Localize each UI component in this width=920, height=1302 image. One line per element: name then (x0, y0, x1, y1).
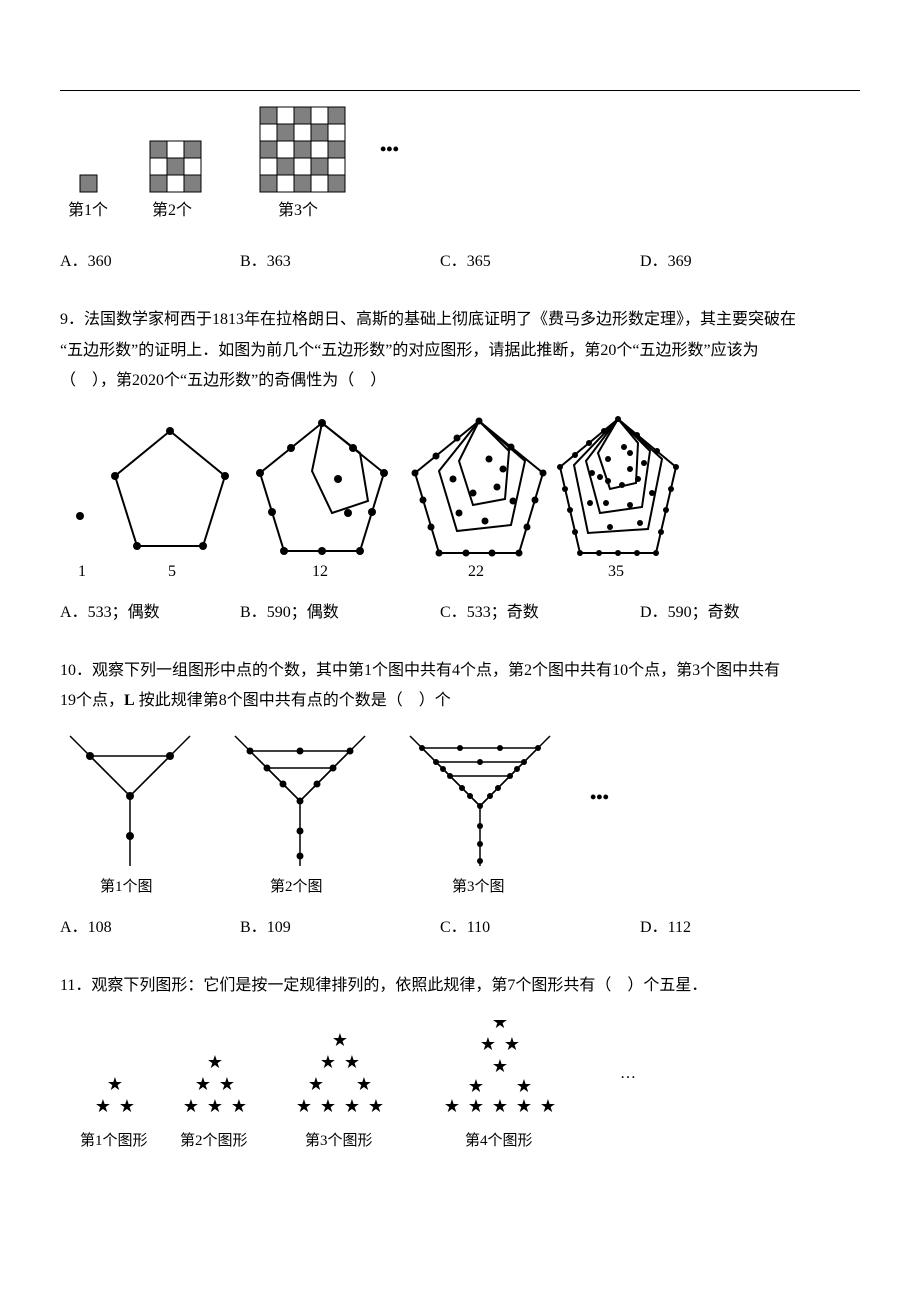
q9-option-d: D．590；奇数 (640, 598, 820, 628)
q11-label-4: 第4个图形 (465, 1131, 533, 1149)
svg-text:★: ★ (444, 1096, 460, 1116)
svg-text:★: ★ (207, 1052, 223, 1072)
svg-text:★: ★ (516, 1076, 532, 1096)
q10-svg: ••• 第1个图 第2个图 第3个图 (60, 731, 640, 901)
q9-val-2: 5 (168, 563, 176, 580)
svg-text:★: ★ (219, 1074, 235, 1094)
q11-label-3: 第3个图形 (305, 1131, 373, 1149)
svg-text:★: ★ (296, 1096, 312, 1116)
q8-label-2: 第2个 (152, 201, 192, 219)
q10-options: A．108 B．109 C．110 D．112 (60, 913, 860, 943)
q9-val-5: 35 (608, 563, 624, 580)
q9-svg: 1 5 12 22 35 (60, 411, 680, 586)
svg-text:★: ★ (195, 1074, 211, 1094)
q9-val-4: 22 (468, 563, 484, 580)
q8-option-d: D．369 (640, 247, 820, 277)
svg-text:★: ★ (320, 1096, 336, 1116)
q8-options: A．360 B．363 C．365 D．369 (60, 247, 860, 277)
svg-text:★: ★ (516, 1096, 532, 1116)
svg-text:★: ★ (119, 1096, 135, 1116)
svg-text:★: ★ (492, 1096, 508, 1116)
q10-label-1: 第1个图 (100, 877, 153, 895)
svg-text:★: ★ (492, 1020, 508, 1032)
q10-option-a: A．108 (60, 913, 240, 943)
svg-text:★: ★ (492, 1056, 508, 1076)
q10-ellipsis: ••• (590, 787, 609, 807)
svg-text:★: ★ (95, 1096, 111, 1116)
q11-stem: 11．观察下列图形：它们是按一定规律排列的，依照此规律，第7个图形共有（ ）个五… (60, 971, 860, 1001)
q10-option-d: D．112 (640, 913, 820, 943)
q9-options: A．533；偶数 B．590；偶数 C．533；奇数 D．590；奇数 (60, 598, 860, 628)
svg-text:★: ★ (344, 1096, 360, 1116)
svg-text:★: ★ (468, 1096, 484, 1116)
q11-label-1: 第1个图形 (80, 1131, 148, 1149)
q9-val-3: 12 (312, 563, 328, 580)
q9-option-c: C．533；奇数 (440, 598, 640, 628)
svg-text:★: ★ (107, 1074, 123, 1094)
svg-text:★: ★ (231, 1096, 247, 1116)
q8-option-c: C．365 (440, 247, 640, 277)
q8-label-3: 第3个 (278, 201, 318, 219)
svg-text:★: ★ (480, 1034, 496, 1054)
q8-option-b: B．363 (240, 247, 440, 277)
svg-text:★: ★ (468, 1076, 484, 1096)
q11-figure: ★ ★★ ★ ★★ ★★★ ★ ★★ ★★ ★★★★ ★ ★★ ★ ★★ ★★★… (60, 1020, 860, 1160)
q8-figure: ••• 第1个 第2个 第3个 (60, 105, 860, 235)
q10-stem: 10．观察下列一组图形中点的个数，其中第1个图中共有4个点，第2个图中共有10个… (60, 656, 860, 717)
q9-option-a: A．533；偶数 (60, 598, 240, 628)
svg-text:★: ★ (504, 1034, 520, 1054)
q11-label-2: 第2个图形 (180, 1131, 248, 1149)
q9-figure: 1 5 12 22 35 (60, 411, 860, 586)
q9-stem: 9．法国数学家柯西于1813年在拉格朗日、高斯的基础上彻底证明了《费马多边形数定… (60, 305, 860, 396)
q9-val-1: 1 (78, 563, 86, 580)
svg-text:★: ★ (540, 1096, 556, 1116)
q8-option-a: A．360 (60, 247, 240, 277)
svg-text:★: ★ (320, 1052, 336, 1072)
q11-svg: ★ ★★ ★ ★★ ★★★ ★ ★★ ★★ ★★★★ ★ ★★ ★ ★★ ★★★… (60, 1020, 700, 1160)
q10-option-b: B．109 (240, 913, 440, 943)
exam-page: ••• 第1个 第2个 第3个 A．360 B．363 C．365 D．369 … (0, 0, 920, 1212)
q10-figure: ••• 第1个图 第2个图 第3个图 (60, 731, 860, 901)
svg-text:★: ★ (308, 1074, 324, 1094)
q8-svg: ••• 第1个 第2个 第3个 (60, 105, 440, 235)
q10-option-c: C．110 (440, 913, 640, 943)
q8-label-1: 第1个 (68, 201, 108, 219)
svg-text:★: ★ (368, 1096, 384, 1116)
q10-label-3: 第3个图 (452, 877, 505, 895)
top-rule (60, 90, 860, 91)
q10-label-2: 第2个图 (270, 877, 323, 895)
svg-text:★: ★ (183, 1096, 199, 1116)
svg-text:★: ★ (344, 1052, 360, 1072)
svg-text:★: ★ (207, 1096, 223, 1116)
q11-ellipsis: … (620, 1065, 636, 1082)
svg-text:★: ★ (356, 1074, 372, 1094)
q8-ellipsis: ••• (380, 139, 399, 159)
q9-option-b: B．590；偶数 (240, 598, 440, 628)
svg-text:★: ★ (332, 1030, 348, 1050)
